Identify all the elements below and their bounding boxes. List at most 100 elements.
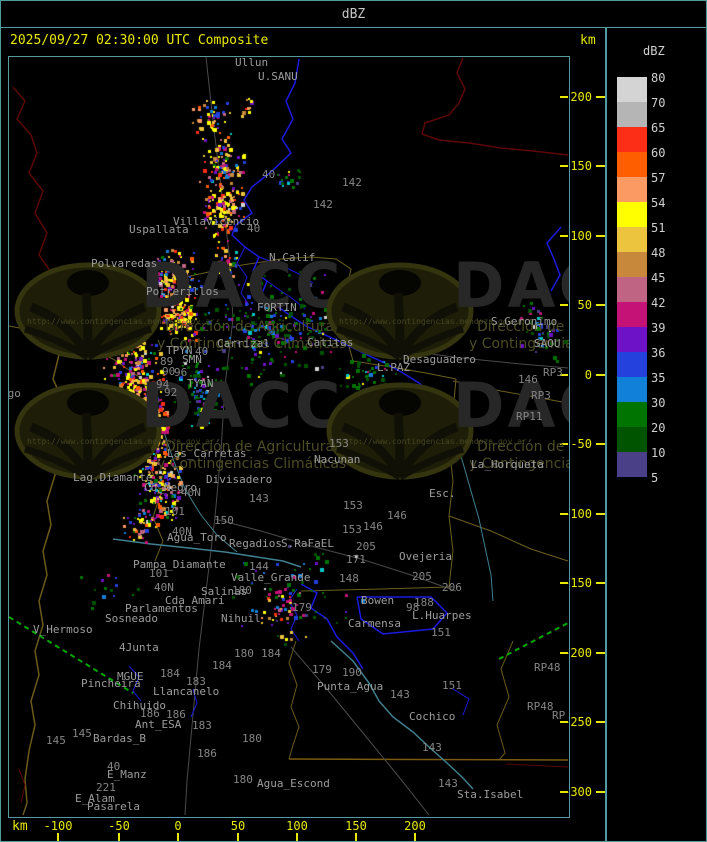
place-label: Agua_Toro	[167, 531, 227, 544]
road-label: 96	[174, 366, 188, 379]
place-label: MGUE	[117, 670, 144, 683]
road-label: RP48	[534, 661, 561, 674]
road-label: 183	[192, 719, 212, 732]
y-axis-tick	[596, 582, 605, 584]
road-label: 180	[234, 647, 254, 660]
watermark-line1: Dirección de Agricultura	[165, 319, 335, 335]
legend-color-block	[617, 177, 647, 202]
legend-color-block	[617, 352, 647, 377]
dacc-watermark: DACC Dirección de Agricultura y Continge…	[325, 249, 569, 375]
place-label: FORTIN	[257, 301, 297, 314]
road-label: RP3	[543, 366, 563, 379]
x-axis-tick-label: 200	[404, 819, 426, 833]
legend-value-label: 70	[651, 96, 666, 110]
place-label: Carrizal	[217, 337, 270, 350]
place-label: Pampa_Diamante	[133, 558, 226, 571]
place-label: Divisadero	[206, 473, 273, 486]
x-axis-tick	[355, 833, 357, 841]
road-label: 221	[96, 781, 116, 794]
y-axis-tick	[596, 443, 605, 445]
watermark-brand-text: DACC	[141, 369, 344, 442]
road-label: 92	[164, 386, 178, 399]
legend-value-label: 48	[651, 246, 666, 260]
legend-color-block	[617, 302, 647, 327]
y-axis-tick-label: -300	[563, 785, 592, 799]
place-label: Pasarela	[87, 800, 140, 813]
x-axis-tick	[177, 833, 179, 841]
dacc-watermark: DACC Dirección de Agricultura y Continge…	[13, 369, 346, 495]
place-label: Nacunan	[314, 453, 361, 466]
y-axis-tick-label: -50	[570, 437, 592, 451]
watermark-line1: Dirección de Agricultura	[477, 319, 569, 335]
road-label: 179	[292, 601, 312, 614]
place-label: Las_Carretas	[167, 447, 247, 460]
place-label: Cda_Amari	[165, 594, 225, 607]
road-label: 184	[160, 667, 180, 680]
radar-map: DACC Dirección de Agricultura y Continge…	[8, 56, 570, 818]
y-axis-tick	[560, 374, 568, 376]
y-axis-tick-label: 50	[577, 298, 592, 312]
legend-value-label: 65	[651, 121, 666, 135]
road-label: 150	[214, 514, 234, 527]
y-axis-tick	[560, 96, 568, 98]
place-label: Bowen	[361, 594, 395, 607]
y-axis-tick	[560, 513, 568, 515]
road-label: 184	[212, 659, 232, 672]
road-label: 153	[329, 437, 349, 450]
legend-color-block	[617, 102, 647, 127]
watermark-line2: y Contingencias Climáticas	[469, 336, 569, 352]
place-label: Salinas	[201, 585, 248, 598]
x-axis-tick	[118, 833, 120, 841]
place-label: Valle_Grande	[231, 571, 311, 584]
y-axis-tick	[596, 96, 605, 98]
road-label: RP11	[516, 410, 543, 423]
y-axis-tick	[560, 582, 568, 584]
legend-color-block	[617, 252, 647, 277]
place-label: SAOU	[534, 337, 561, 350]
place-label: N.Calif	[269, 251, 316, 264]
road-label: 153	[342, 523, 362, 536]
road-label: 143	[390, 688, 410, 701]
road-label: 40	[195, 345, 209, 358]
y-axis-tick-label: 150	[570, 159, 592, 173]
legend-value-label: 80	[651, 71, 666, 85]
y-axis-tick	[596, 165, 605, 167]
road-label: 146	[387, 509, 407, 522]
legend-value-label: 42	[651, 296, 666, 310]
place-label: TPYN	[166, 344, 193, 357]
y-axis-tick	[560, 721, 568, 723]
road-label: 180	[242, 732, 262, 745]
x-axis-tick	[237, 833, 239, 841]
place-label: Esc.	[429, 487, 456, 500]
road-label: 179	[312, 663, 332, 676]
place-label: Potrerillos	[146, 285, 219, 298]
dacc-eye-logo-icon	[326, 262, 474, 361]
legend-value-label: 39	[651, 321, 666, 335]
y-axis-tick	[560, 304, 568, 306]
place-label: Punta_Agua	[317, 680, 384, 693]
watermark-line2: y Contingencias Climáticas	[469, 456, 569, 472]
x-axis-tick-label: -50	[108, 819, 130, 833]
road-label: 143	[422, 741, 442, 754]
x-axis-tick	[57, 833, 59, 841]
road-label: 153	[343, 499, 363, 512]
place-label: Ovejeria	[399, 550, 452, 563]
timestamp-label: 2025/09/27 02:30:00 UTC Composite	[10, 33, 269, 48]
legend-color-block	[617, 377, 647, 402]
y-axis-unit-label: km	[580, 33, 596, 48]
road-label: 143	[249, 492, 269, 505]
watermark-brand-text: DACC	[453, 249, 569, 322]
watermark-url: http://www.contingencias.mendoza.gov.ar	[339, 317, 527, 326]
x-axis-tick-label: 50	[230, 819, 246, 833]
road-label: 180	[232, 584, 252, 597]
place-label: Pincheira	[81, 677, 141, 690]
y-axis-tick	[560, 791, 568, 793]
road-label: 180	[233, 773, 253, 786]
place-label: Lag.Diamante	[73, 471, 153, 484]
legend-value-label: 20	[651, 421, 666, 435]
place-label: U.SANU	[258, 70, 298, 83]
y-axis-tick	[596, 721, 605, 723]
y-axis-tick	[596, 235, 605, 237]
legend-color-block	[617, 277, 647, 302]
legend-color-block	[617, 152, 647, 177]
